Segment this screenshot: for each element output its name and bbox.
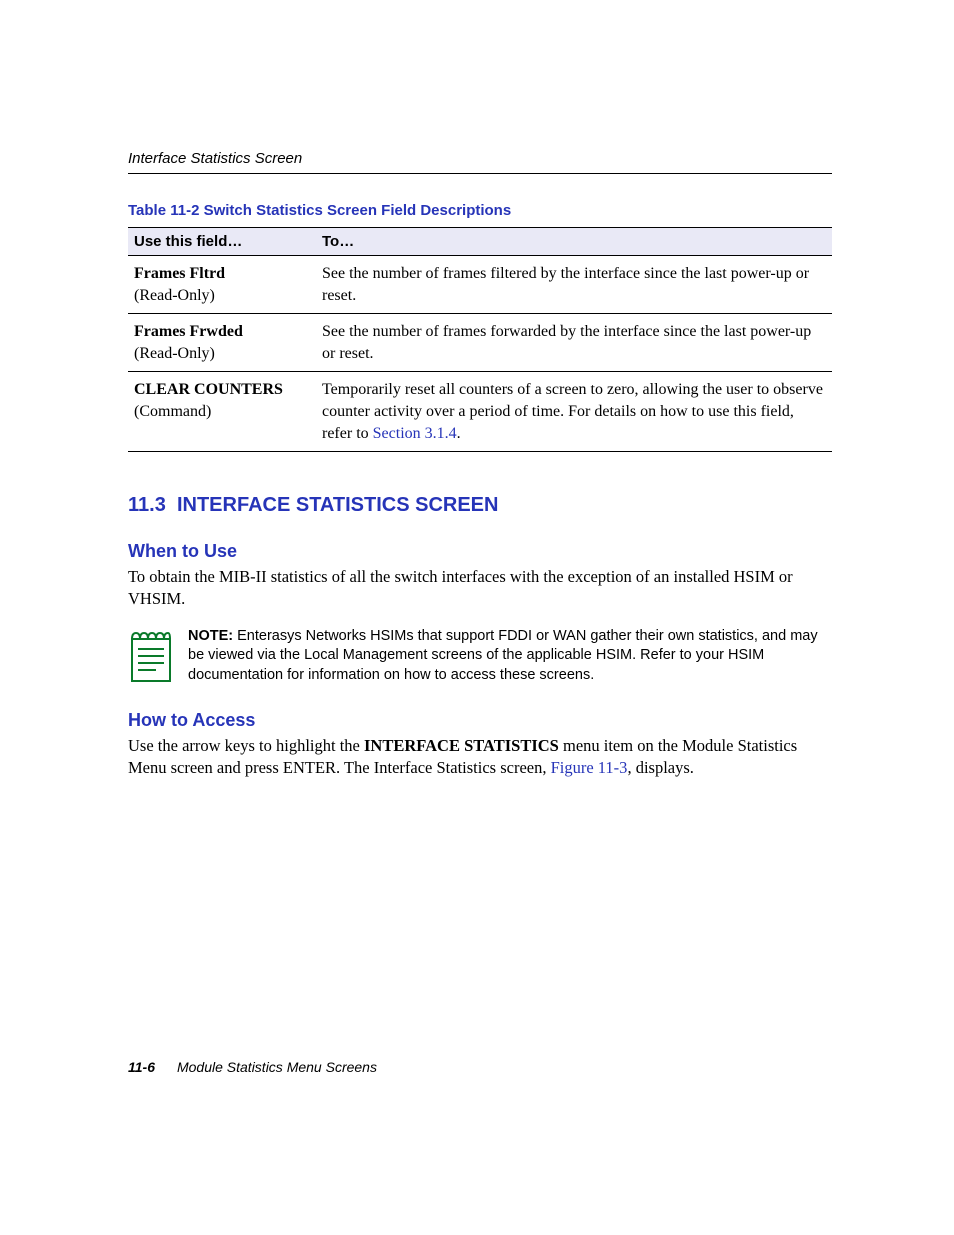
field-type: (Read-Only) bbox=[134, 345, 215, 362]
table-cell-desc: Temporarily reset all counters of a scre… bbox=[316, 372, 832, 452]
page: Interface Statistics Screen Table 11-2 S… bbox=[0, 0, 954, 1235]
when-to-use-text: To obtain the MIB-II statistics of all t… bbox=[128, 566, 832, 611]
how-to-access-text: Use the arrow keys to highlight the INTE… bbox=[128, 735, 832, 780]
cross-ref-link[interactable]: Section 3.1.4 bbox=[373, 425, 457, 442]
field-label: Frames Frwded bbox=[134, 323, 243, 340]
hta-pre: Use the arrow keys to highlight the bbox=[128, 736, 364, 755]
note-label: NOTE: bbox=[188, 628, 233, 644]
table-row: Frames Fltrd (Read-Only) See the number … bbox=[128, 256, 832, 314]
table-col-header-to: To… bbox=[316, 228, 832, 256]
field-type: (Command) bbox=[134, 403, 211, 420]
section-heading: 11.3 INTERFACE STATISTICS SCREEN bbox=[128, 494, 832, 517]
field-descriptions-table: Use this field… To… Frames Fltrd (Read-O… bbox=[128, 227, 832, 452]
table-row: CLEAR COUNTERS (Command) Temporarily res… bbox=[128, 372, 832, 452]
table-col-header-field: Use this field… bbox=[128, 228, 316, 256]
table-cell-desc: See the number of frames forwarded by th… bbox=[316, 314, 832, 372]
section-number: 11.3 bbox=[128, 494, 166, 516]
note-block: NOTE: Enterasys Networks HSIMs that supp… bbox=[128, 627, 832, 688]
desc-text-post: . bbox=[457, 425, 461, 442]
page-number: 11-6 bbox=[128, 1059, 155, 1075]
footer-label: Module Statistics Menu Screens bbox=[177, 1059, 377, 1075]
table-caption: Table 11-2 Switch Statistics Screen Fiel… bbox=[128, 202, 832, 219]
table-row: Frames Frwded (Read-Only) See the number… bbox=[128, 314, 832, 372]
running-head: Interface Statistics Screen bbox=[128, 150, 832, 174]
table-header-row: Use this field… To… bbox=[128, 228, 832, 256]
figure-ref-link[interactable]: Figure 11-3 bbox=[551, 758, 628, 777]
field-label: CLEAR COUNTERS bbox=[134, 381, 283, 398]
note-text: NOTE: Enterasys Networks HSIMs that supp… bbox=[188, 627, 832, 686]
table-cell-field: Frames Frwded (Read-Only) bbox=[128, 314, 316, 372]
table-cell-field: CLEAR COUNTERS (Command) bbox=[128, 372, 316, 452]
note-icon bbox=[128, 629, 174, 688]
field-label: Frames Fltrd bbox=[134, 265, 225, 282]
subheading-when-to-use: When to Use bbox=[128, 541, 832, 562]
table-cell-desc: See the number of frames filtered by the… bbox=[316, 256, 832, 314]
subheading-how-to-access: How to Access bbox=[128, 710, 832, 731]
hta-post: , displays. bbox=[627, 758, 693, 777]
field-type: (Read-Only) bbox=[134, 287, 215, 304]
note-body: Enterasys Networks HSIMs that support FD… bbox=[188, 628, 818, 683]
page-footer: 11-6 Module Statistics Menu Screens bbox=[128, 1059, 377, 1075]
table-cell-field: Frames Fltrd (Read-Only) bbox=[128, 256, 316, 314]
hta-bold: INTERFACE STATISTICS bbox=[364, 736, 559, 755]
section-title: INTERFACE STATISTICS SCREEN bbox=[177, 494, 499, 516]
